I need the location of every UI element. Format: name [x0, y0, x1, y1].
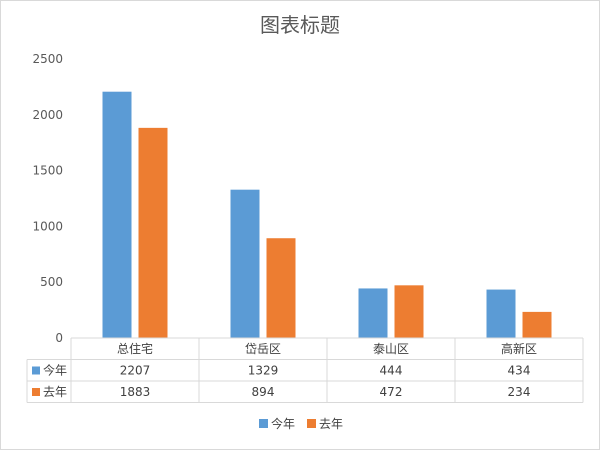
y-tick-label: 500 — [40, 275, 63, 289]
category-label: 泰山区 — [373, 342, 409, 356]
y-tick-label: 1500 — [32, 164, 63, 178]
data-label: 444 — [380, 364, 403, 378]
bar — [138, 127, 168, 338]
category-label: 总住宅 — [117, 341, 153, 356]
y-tick-label: 0 — [55, 331, 63, 345]
y-tick-label: 1000 — [32, 219, 63, 233]
data-label: 1883 — [120, 385, 151, 399]
table-legend-key — [32, 388, 40, 396]
bar — [358, 288, 388, 338]
bar — [522, 311, 552, 338]
data-label: 434 — [508, 364, 531, 378]
data-label: 2207 — [120, 364, 151, 378]
legend-swatch — [307, 419, 316, 428]
legend-swatch — [259, 419, 268, 428]
data-label: 894 — [252, 385, 275, 399]
y-tick-label: 2000 — [32, 108, 63, 122]
bar — [266, 238, 296, 338]
bar — [394, 285, 424, 338]
legend-label: 去年 — [319, 417, 343, 431]
bar — [486, 289, 516, 338]
data-label: 472 — [380, 385, 403, 399]
data-label: 234 — [508, 385, 531, 399]
table-legend-key — [32, 366, 40, 375]
bar — [102, 91, 132, 339]
category-label: 高新区 — [501, 341, 537, 356]
table-series-label: 去年 — [43, 385, 67, 399]
chart-title: 图表标题 — [260, 13, 340, 37]
bar — [230, 189, 260, 338]
table-series-label: 今年 — [43, 363, 67, 378]
data-label: 1329 — [248, 364, 279, 378]
y-tick-label: 2500 — [32, 52, 63, 66]
category-label: 岱岳区 — [245, 342, 281, 356]
legend-label: 今年 — [271, 416, 295, 431]
